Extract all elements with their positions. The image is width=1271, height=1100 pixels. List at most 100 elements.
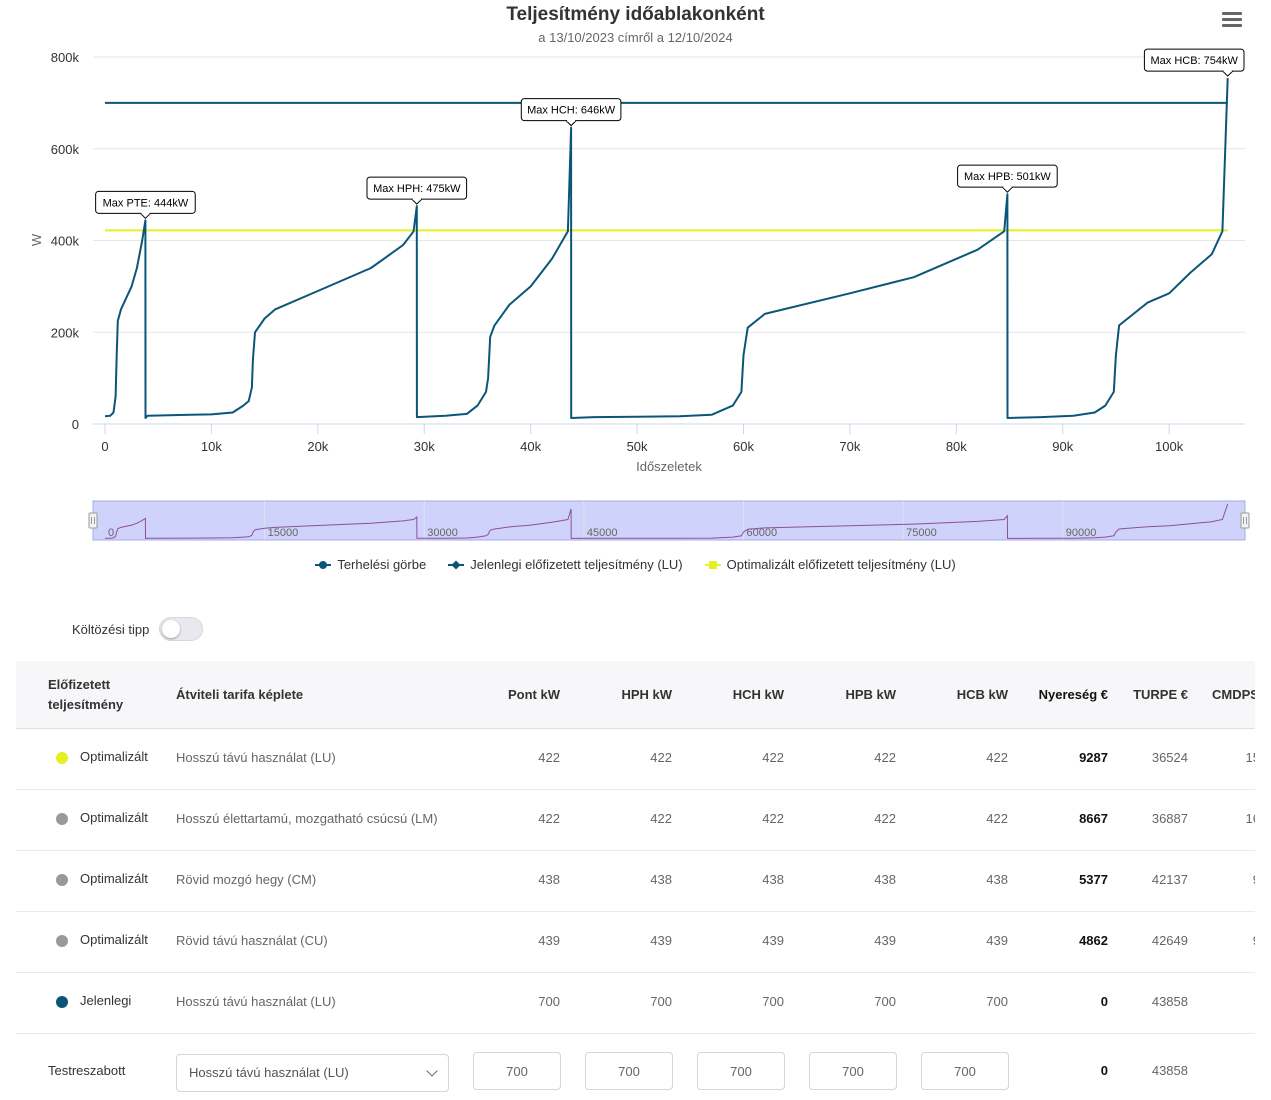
tariff-table: Előfizetett teljesítmény Átviteli tarifa… — [16, 661, 1255, 1100]
row-hpb: 700 — [874, 994, 896, 1009]
header-hpb: HPB kW — [845, 687, 896, 702]
table-row: Optimalizált Hosszú élettartamú, mozgatha… — [16, 790, 1255, 851]
row-hcb: 700 — [986, 994, 1008, 1009]
row-hch: 700 — [762, 994, 784, 1009]
row-hcb: 422 — [986, 750, 1008, 765]
y-tick-label: 800k — [51, 50, 80, 65]
row-gain: 9287 — [1079, 750, 1108, 765]
row-hch: 439 — [762, 933, 784, 948]
row-formula: Hosszú élettartamú, mozgatható csúcsú (L… — [176, 811, 438, 826]
handle-body — [88, 512, 98, 529]
navigator-tick-label: 15000 — [268, 527, 299, 539]
legend-item-optimized-subscription[interactable]: Optimalizált előfizetett teljesítmény (L… — [704, 557, 956, 572]
navigator-tick-label: 30000 — [427, 527, 458, 539]
legend-item-current-subscription[interactable]: Jelenlegi előfizetett teljesítmény (LU) — [448, 557, 683, 572]
row-label: Optimalizált — [80, 749, 148, 764]
row-hpb: 422 — [874, 811, 896, 826]
annotation-box — [1143, 48, 1245, 72]
x-tick-label: 90k — [1052, 439, 1073, 454]
peak-annotation: Max HCB: 754kW — [1143, 48, 1245, 77]
hph-input[interactable] — [585, 1052, 673, 1090]
row-label: Optimalizált — [80, 871, 148, 886]
series-load-curve — [104, 78, 1229, 419]
x-tick-label: 20k — [307, 439, 328, 454]
row-hph: 700 — [650, 994, 672, 1009]
x-tick-label: 50k — [627, 439, 648, 454]
row-hph: 422 — [650, 811, 672, 826]
row-pont: 438 — [538, 872, 560, 887]
power-line-chart: 0 200k 400k 600k 800k 0 10k 20k 30k 40k 50k 60k 70k 8… — [29, 48, 1245, 474]
x-tick-label: 0 — [101, 439, 108, 454]
moving-tip-toggle[interactable] — [159, 617, 204, 641]
row-hpb: 439 — [874, 933, 896, 948]
table-row: Jelenlegi Hosszú távú használat (LU) 700 70… — [16, 973, 1255, 1034]
navigator-tick-label: 60000 — [746, 527, 777, 539]
navigator-right-handle[interactable] — [1240, 512, 1250, 529]
annotation-pointer — [1222, 70, 1234, 77]
row-hph: 438 — [650, 872, 672, 887]
legend-diamond-icon — [448, 559, 465, 570]
row-cmdps: 9 — [1196, 912, 1255, 970]
select-value: Hosszú távú használat (LU) — [189, 1065, 349, 1080]
navigator-tick-label: 0 — [108, 527, 114, 539]
peak-annotation: Max HPH: 475kW — [366, 176, 468, 205]
table-row: Optimalizált Rövid mozgó hegy (CM) 438 438 4… — [16, 851, 1255, 912]
row-turpe: 42649 — [1151, 933, 1188, 948]
row-label: Optimalizált — [80, 810, 148, 825]
x-tick-label: 30k — [414, 439, 435, 454]
formula-select[interactable]: Hosszú távú használat (LU) — [176, 1054, 449, 1092]
y-tick-label: 400k — [51, 234, 80, 249]
x-axis-title: Időszeletek — [636, 459, 702, 474]
chart-title: Teljesítmény időablakonként — [506, 4, 765, 25]
row-pont: 422 — [538, 750, 560, 765]
hpb-input[interactable] — [809, 1052, 897, 1090]
row-hcb: 438 — [986, 872, 1008, 887]
moving-tip-label: Költözési tipp — [72, 621, 150, 637]
navigator-left-handle[interactable] — [88, 512, 98, 529]
x-tick-label: 10k — [201, 439, 222, 454]
x-tick-label: 100k — [1155, 439, 1184, 454]
row-pont: 700 — [538, 994, 560, 1009]
custom-turpe: 43858 — [1151, 1063, 1188, 1078]
status-dot — [56, 752, 68, 764]
row-label: Jelenlegi — [80, 993, 132, 1008]
legend-label: Terhelési görbe — [337, 557, 427, 572]
annotation-pointer — [1002, 186, 1013, 193]
row-hph: 439 — [650, 933, 672, 948]
row-hpb: 438 — [874, 872, 896, 887]
row-gain: 4862 — [1079, 933, 1108, 948]
row-cmdps: 9 — [1196, 851, 1255, 909]
row-formula: Rövid mozgó hegy (CM) — [176, 872, 317, 887]
hch-input[interactable] — [697, 1052, 785, 1090]
table-row: Optimalizált Hosszú távú használat (LU) 42… — [16, 729, 1255, 790]
status-dot — [56, 874, 68, 886]
range-navigator[interactable]: 0 15000 30000 45000 60000 75000 90000 — [0, 0, 1271, 548]
x-tick-label: 40k — [520, 439, 541, 454]
row-formula: Hosszú távú használat (LU) — [176, 994, 336, 1009]
legend-item-load-curve[interactable]: Terhelési görbe — [315, 557, 426, 572]
row-cmdps: 16 — [1245, 811, 1255, 826]
row-hch: 422 — [762, 750, 784, 765]
header-turpe: TURPE € — [1133, 687, 1188, 702]
row-gain: 0 — [1100, 994, 1108, 1009]
pont-input[interactable] — [473, 1052, 561, 1090]
row-hpb: 422 — [874, 750, 896, 765]
x-tick-label: 60k — [733, 439, 754, 454]
status-dot — [56, 935, 68, 947]
row-gain: 8667 — [1079, 811, 1108, 826]
annotation-label: Max HPB: 501kW — [964, 171, 1051, 183]
header-subscribed: Előfizetett teljesítmény — [48, 677, 124, 712]
hcb-input[interactable] — [921, 1052, 1009, 1090]
navigator-tick-label: 45000 — [587, 527, 618, 539]
moving-tip-row: Költözési tipp — [72, 617, 204, 641]
row-turpe: 36887 — [1151, 811, 1188, 826]
header-formula: Átviteli tarifa képlete — [176, 687, 304, 702]
legend-label: Jelenlegi előfizetett teljesítmény (LU) — [470, 557, 683, 572]
annotation-label: Max HCB: 754kW — [1150, 55, 1238, 67]
y-tick-label: 0 — [72, 417, 79, 432]
header-gain: Nyereség € — [1038, 687, 1108, 702]
status-dot — [56, 813, 68, 825]
row-turpe: 43858 — [1151, 994, 1188, 1009]
hamburger-menu-icon[interactable] — [1222, 12, 1242, 30]
custom-row: Testreszabott Hosszú távú használat (LU)… — [16, 1034, 1255, 1100]
